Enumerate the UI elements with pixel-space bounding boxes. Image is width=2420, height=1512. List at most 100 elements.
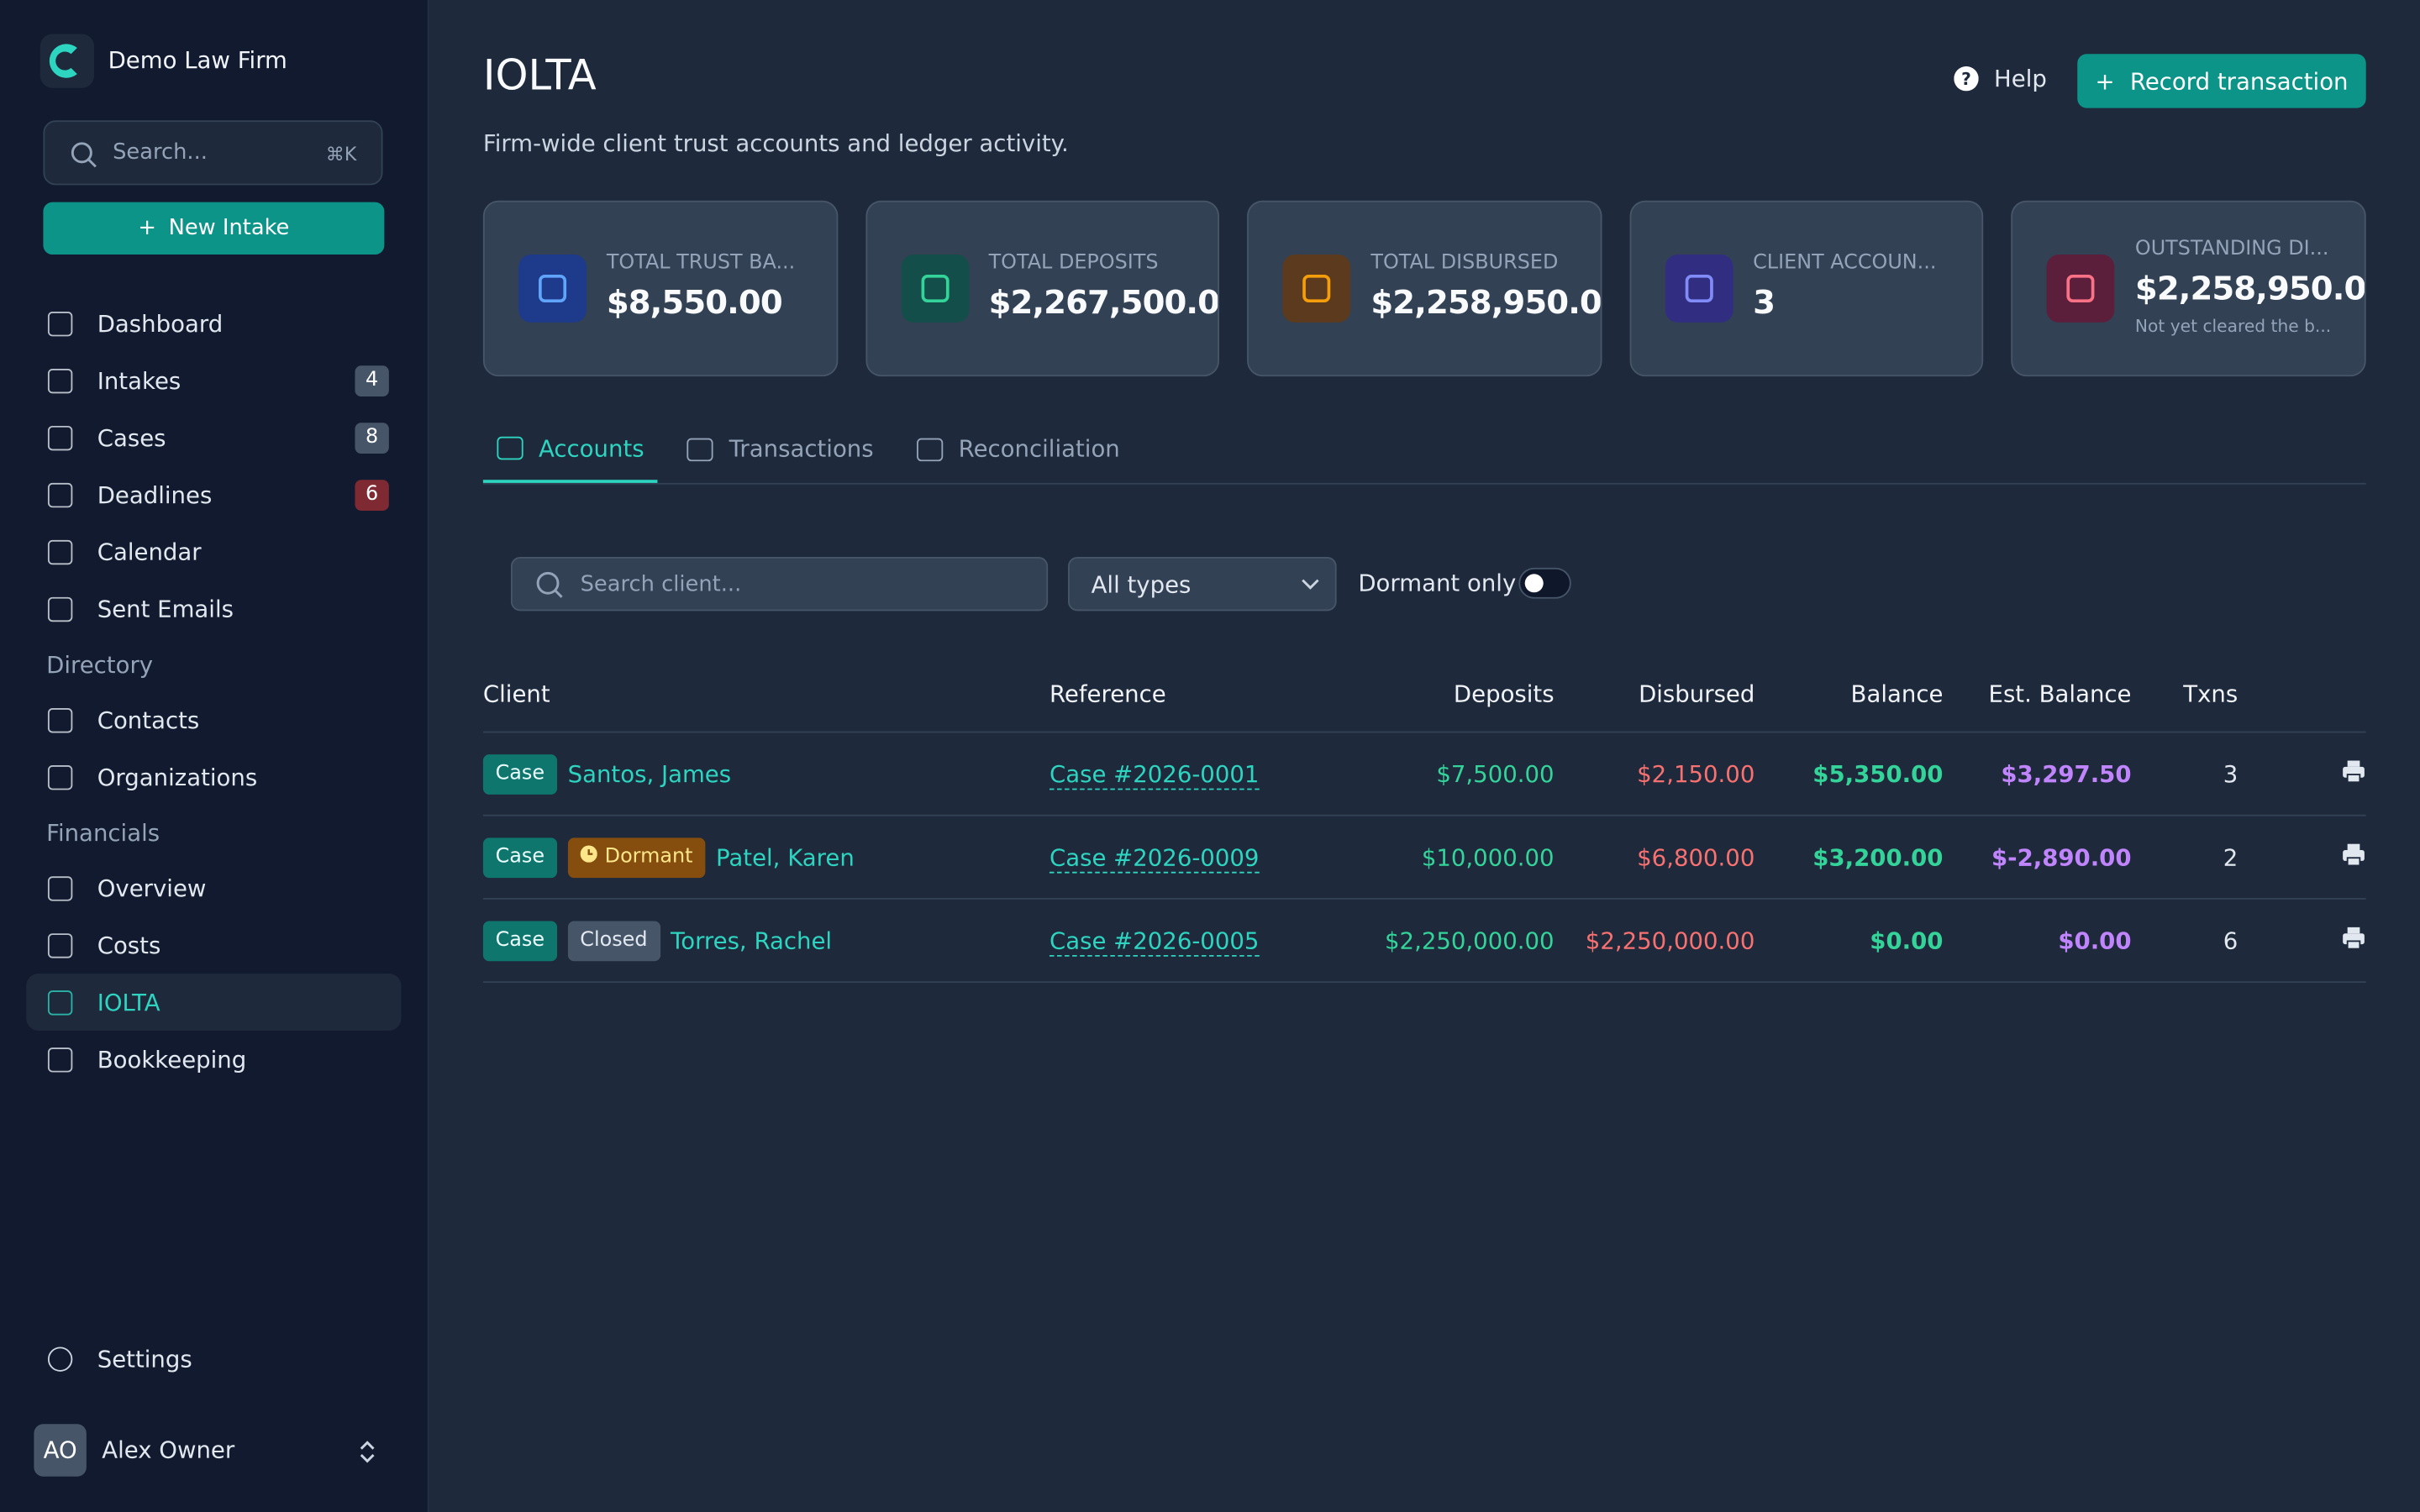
nav-icon: [47, 425, 73, 450]
nav-item[interactable]: Organizations: [26, 748, 401, 806]
plus-icon: +: [2095, 66, 2115, 95]
stat-card: TOTAL DISBURSED $2,258,950.00: [1247, 200, 1602, 377]
table-header: Client Reference Deposits Disbursed Balance E…: [482, 656, 2366, 733]
tabs: Accounts Transactions Reconciliation: [482, 417, 2366, 485]
deposits-cell: $7,500.00: [1436, 759, 1555, 788]
tab-icon: [687, 437, 714, 461]
stat-label: TOTAL TRUST BA...: [606, 251, 796, 275]
txns-cell: 3: [2223, 759, 2238, 788]
est_balance-cell: $-2,890.00: [1991, 843, 2132, 871]
column-header: Reference: [1049, 680, 1166, 708]
client-cell: Case Dormant Patel, Karen: [482, 837, 1050, 878]
user-name: Alex Owner: [102, 1436, 235, 1465]
disbursed-cell: $6,800.00: [1637, 843, 1755, 871]
tag-label: Dormant: [604, 845, 693, 869]
settings-link[interactable]: Settings: [47, 1345, 192, 1373]
tab[interactable]: Reconciliation: [903, 417, 1134, 481]
reference-cell: Case #2026-0001: [1049, 759, 1343, 790]
search-box[interactable]: Search... ⌘K: [43, 120, 383, 186]
client-name[interactable]: Torres, Rachel: [671, 926, 833, 955]
clock-icon: [580, 845, 597, 869]
nav-item[interactable]: Costs: [26, 916, 401, 974]
user-menu[interactable]: AO Alex Owner: [34, 1424, 388, 1477]
nav-badge: 8: [355, 423, 389, 454]
select-value: All types: [1091, 570, 1192, 599]
tab-label: Accounts: [539, 434, 644, 463]
nav-icon: [47, 481, 73, 507]
help-icon: ?: [1954, 66, 1979, 92]
stat-icon: [2047, 255, 2116, 323]
nav-item[interactable]: Cases 8: [26, 409, 401, 466]
nav-label: IOLTA: [97, 988, 160, 1016]
button-label: Record transaction: [2129, 66, 2349, 95]
print-button[interactable]: [2238, 842, 2365, 873]
tag-label: Case: [495, 928, 545, 953]
stat-value: $8,550.00: [606, 283, 783, 322]
stat-card: CLIENT ACCOUN... 3: [1629, 200, 1984, 377]
client-cell: Case Closed Torres, Rachel: [482, 920, 1050, 961]
plus-icon: +: [138, 216, 156, 241]
tab[interactable]: Transactions: [674, 417, 888, 481]
reference-link[interactable]: Case #2026-0005: [1049, 926, 1260, 956]
nav-item[interactable]: Calendar: [26, 523, 401, 580]
nav-item[interactable]: IOLTA: [26, 973, 402, 1031]
stat-card: OUTSTANDING DI... $2,258,950.00 Not yet cl…: [2011, 200, 2366, 377]
nav-label: Intakes: [97, 366, 182, 395]
new-intake-button[interactable]: + New Intake: [43, 202, 385, 255]
txns-cell: 2: [2223, 843, 2238, 871]
nav-item[interactable]: Dashboard: [26, 295, 401, 352]
reference-link[interactable]: Case #2026-0009: [1049, 843, 1260, 873]
help-label: Help: [1994, 65, 2047, 93]
firm-name: Demo Law Firm: [108, 46, 287, 75]
dormant-label: Dormant only: [1358, 569, 1517, 597]
stat-label: TOTAL DISBURSED: [1370, 251, 1559, 275]
nav-icon: [47, 932, 73, 958]
client-name[interactable]: Santos, James: [567, 759, 732, 788]
nav-item[interactable]: Sent Emails: [26, 580, 401, 638]
balance-cell: $5,350.00: [1812, 759, 1944, 788]
est_balance-cell: $3,297.50: [2001, 759, 2132, 788]
sidebar: Demo Law Firm Search... ⌘K + New Intake D…: [0, 0, 429, 1512]
icon: [47, 1347, 73, 1372]
tag: Case: [482, 753, 557, 795]
reference-link[interactable]: Case #2026-0001: [1049, 759, 1260, 790]
type-select[interactable]: All types: [1068, 557, 1337, 612]
balance-cell: $0.00: [1870, 926, 1944, 955]
button-label: New Intake: [168, 216, 290, 241]
tab-label: Transactions: [729, 434, 874, 464]
nav-label: Sent Emails: [97, 595, 234, 623]
est_balance-cell: $0.00: [2058, 926, 2132, 955]
txns-cell: 6: [2223, 926, 2238, 955]
client-name[interactable]: Patel, Karen: [716, 843, 855, 871]
nav-label: Contacts: [97, 706, 200, 734]
nav-item[interactable]: Overview: [26, 859, 401, 916]
print-button[interactable]: [2238, 759, 2365, 790]
stat-card: TOTAL DEPOSITS $2,267,500.00: [865, 200, 1220, 377]
nav-label: Overview: [97, 874, 207, 902]
dormant-toggle[interactable]: [1518, 567, 1571, 599]
stat-value: $2,267,500.00: [988, 283, 1220, 322]
stat-icon: [900, 255, 969, 323]
nav: Dashboard Intakes 4 Cases 8 Deadlines 6 Calenda…: [26, 295, 402, 1088]
search-placeholder: Search client...: [580, 572, 742, 597]
nav-item[interactable]: Contacts: [26, 691, 401, 748]
logo: [39, 34, 95, 88]
nav-label: Organizations: [97, 763, 258, 791]
column-header: Balance: [1850, 680, 1944, 708]
nav-item[interactable]: Bookkeeping: [26, 1031, 401, 1088]
help-button[interactable]: ? Help: [1954, 65, 2047, 92]
label: Settings: [97, 1345, 192, 1373]
print-button[interactable]: [2238, 925, 2365, 956]
nav-badge: 6: [355, 480, 389, 511]
table-row: Case Dormant Patel, Karen Case #2026-0009 $1…: [482, 816, 2366, 900]
nav-icon: [47, 596, 73, 622]
nav-item[interactable]: Deadlines 6: [26, 466, 401, 523]
client-cell: Case Santos, James: [482, 753, 1050, 795]
nav-icon: [47, 368, 73, 393]
stat-label: TOTAL DEPOSITS: [988, 251, 1159, 275]
tab-label: Reconciliation: [958, 434, 1120, 464]
record-transaction-button[interactable]: + Record transaction: [2077, 54, 2366, 108]
client-search[interactable]: Search client...: [510, 557, 1049, 612]
tab[interactable]: Accounts: [482, 417, 659, 483]
nav-item[interactable]: Intakes 4: [26, 352, 401, 409]
